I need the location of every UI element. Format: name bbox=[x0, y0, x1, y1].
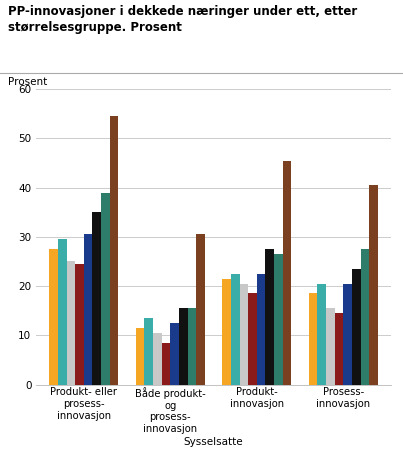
Bar bbox=[153, 333, 162, 385]
Bar bbox=[352, 269, 361, 385]
Bar bbox=[283, 160, 291, 385]
Bar bbox=[136, 328, 144, 385]
Text: Prosent: Prosent bbox=[8, 77, 47, 87]
Bar bbox=[361, 249, 369, 385]
Bar bbox=[144, 318, 153, 385]
Bar bbox=[222, 279, 231, 385]
Bar bbox=[334, 313, 343, 385]
Bar bbox=[58, 239, 66, 385]
Bar bbox=[49, 249, 58, 385]
Bar bbox=[239, 284, 248, 385]
Bar bbox=[309, 294, 318, 385]
Bar bbox=[326, 308, 334, 385]
Bar bbox=[318, 284, 326, 385]
Bar bbox=[170, 323, 179, 385]
Bar bbox=[257, 274, 266, 385]
Bar bbox=[93, 212, 101, 385]
Bar bbox=[343, 284, 352, 385]
Bar bbox=[266, 249, 274, 385]
Bar bbox=[188, 308, 196, 385]
Bar bbox=[110, 116, 118, 385]
Text: PP-innovasjoner i dekkede næringer under ett, etter
størrelsesgruppe. Prosent: PP-innovasjoner i dekkede næringer under… bbox=[8, 5, 357, 34]
Bar bbox=[162, 343, 170, 385]
Bar bbox=[231, 274, 239, 385]
Bar bbox=[66, 262, 75, 385]
Bar bbox=[369, 185, 378, 385]
Bar bbox=[179, 308, 188, 385]
X-axis label: Sysselsatte: Sysselsatte bbox=[184, 437, 243, 447]
Bar bbox=[274, 254, 283, 385]
Bar bbox=[84, 234, 93, 385]
Bar bbox=[196, 234, 205, 385]
Bar bbox=[75, 264, 84, 385]
Bar bbox=[101, 193, 110, 385]
Bar bbox=[248, 294, 257, 385]
